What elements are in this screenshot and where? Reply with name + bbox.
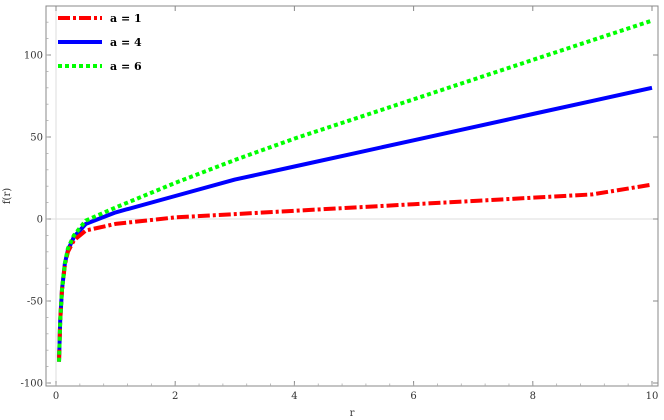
series-layer [57,18,653,362]
y-tick-label: 0 [37,215,43,226]
y-tick-label: 50 [30,133,43,144]
series-line-a6 [57,18,653,362]
y-tick-label: -100 [21,379,43,390]
series-line-a4 [57,85,653,362]
series-line-a1 [57,182,653,362]
x-tick-label: 6 [410,391,416,402]
x-tick-label: 0 [53,391,59,402]
axes: 0 2 4 6 8 10 -100 -50 0 50 100 [21,5,659,402]
x-tick-label: 2 [172,391,178,402]
x-tick-label: 10 [646,391,659,402]
legend-label-a4: a = 4 [110,36,142,49]
legend-label-a1: a = 1 [110,12,142,25]
x-axis-label: r [350,408,355,419]
x-tick-label: 4 [291,391,297,402]
y-tick-label: 100 [24,51,43,62]
legend: a = 1 a = 4 a = 6 [58,12,142,73]
y-axis-label: f(r) [2,188,13,204]
legend-label-a6: a = 6 [110,60,142,73]
x-tick-label: 8 [530,391,536,402]
y-tick-label: -50 [27,297,43,308]
plot-frame [45,5,659,387]
